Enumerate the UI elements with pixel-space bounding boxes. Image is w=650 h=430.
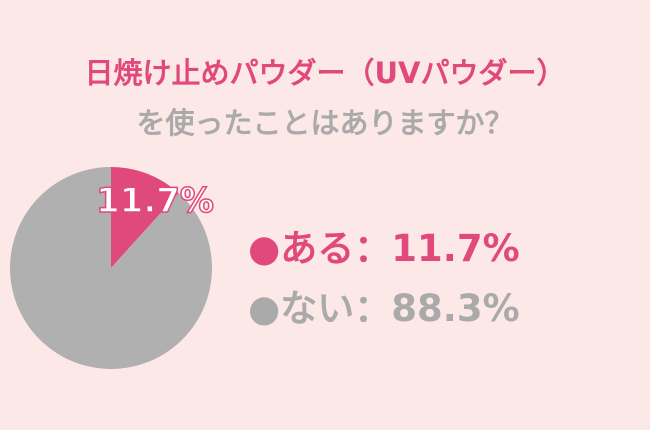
- legend-text-no: ない：88.3%: [280, 287, 520, 330]
- legend-item-yes: ●ある：11.7%: [248, 218, 520, 272]
- legend-marker-no: ●: [248, 287, 281, 330]
- title-line-1: 日焼け止めパウダー（UVパウダー）: [84, 56, 566, 90]
- title-line-2: を使ったことはありますか？: [136, 106, 514, 140]
- pie-slice-no: [10, 167, 212, 369]
- legend-marker-yes: ●: [248, 227, 281, 270]
- pie-slice-yes: [111, 167, 179, 268]
- legend-text-yes: ある：11.7%: [280, 227, 520, 270]
- legend-item-no: ●ない：88.3%: [248, 278, 520, 332]
- pie-data-label-yes: 11.7%: [96, 181, 214, 221]
